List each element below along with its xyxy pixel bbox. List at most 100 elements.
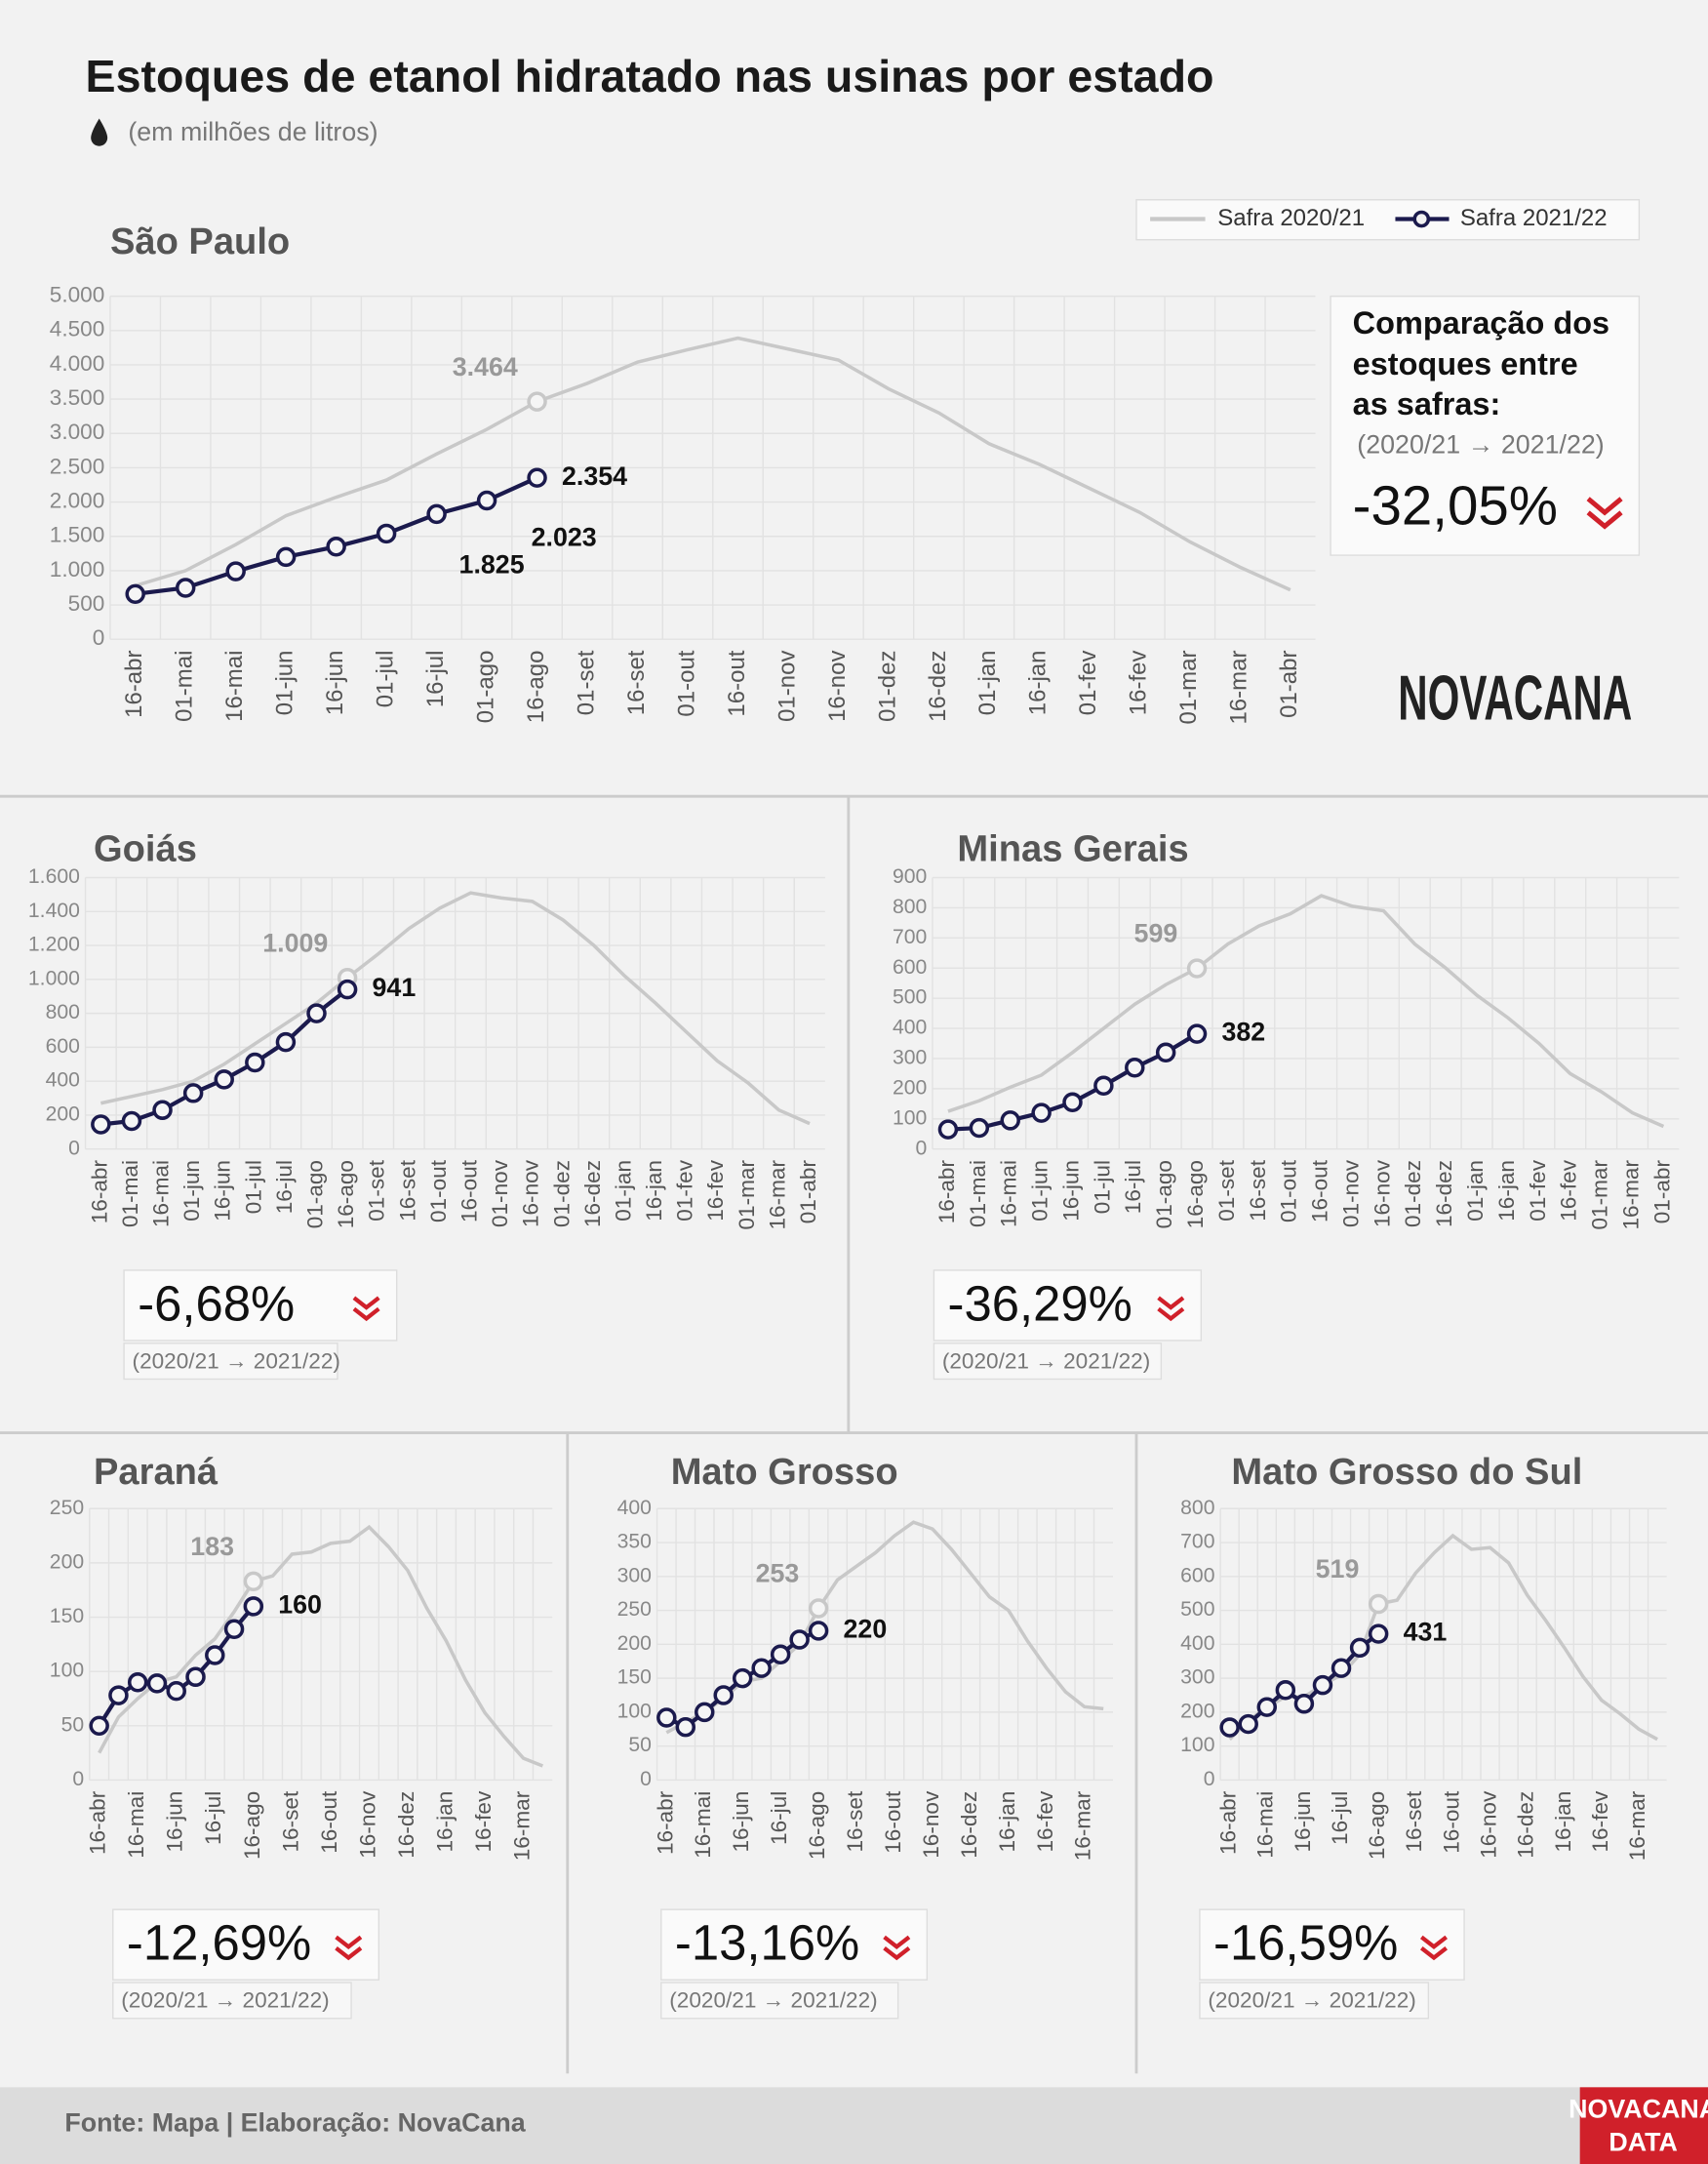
point-marker xyxy=(376,523,397,544)
source: Fonte: Mapa | Elaboração: NovaCana xyxy=(64,2108,526,2138)
point-marker xyxy=(1256,1697,1278,1717)
comparison-period: (2020/21 → 2021/22) xyxy=(1357,430,1604,460)
point-marker xyxy=(152,1100,173,1120)
x-tick-label: 16-out xyxy=(317,1790,341,1854)
x-tick-label: 16-jul xyxy=(1121,1160,1145,1214)
y-tick-label: 50 xyxy=(61,1713,85,1736)
point-marker xyxy=(808,1598,829,1619)
x-tick-label: 16-mar xyxy=(1618,1160,1643,1230)
y-tick-label: 250 xyxy=(50,1497,84,1519)
y-tick-label: 1.500 xyxy=(50,523,105,547)
x-tick-label: 01-nov xyxy=(774,651,800,722)
x-tick-label: 16-mai xyxy=(691,1791,715,1859)
point-marker xyxy=(1331,1658,1352,1678)
series-line xyxy=(135,336,1291,592)
point-marker xyxy=(1186,958,1208,979)
comparison-title: estoques entre xyxy=(1353,346,1578,381)
y-tick-label: 500 xyxy=(68,591,105,616)
value-label: 183 xyxy=(190,1532,234,1561)
point-marker xyxy=(1312,1674,1333,1696)
y-tick-label: 0 xyxy=(1204,1768,1215,1790)
x-tick-label: 16-mar xyxy=(1071,1790,1095,1861)
x-tick-label: 01-dez xyxy=(874,651,900,722)
x-tick-label: 16-fev xyxy=(1557,1159,1581,1221)
y-tick-label: 700 xyxy=(1180,1531,1214,1553)
point-marker xyxy=(969,1117,990,1139)
point-marker xyxy=(1349,1637,1370,1659)
comparison-period: (2020/21 → 2021/22) xyxy=(942,1349,1150,1374)
point-marker xyxy=(732,1667,753,1689)
x-tick-label: 16-out xyxy=(457,1159,481,1222)
point-marker xyxy=(426,503,447,525)
comparison-period: (2020/21 → 2021/22) xyxy=(1208,1988,1415,2013)
comparison-box xyxy=(1199,1908,1465,1981)
comparison-period-box xyxy=(933,1342,1163,1381)
x-tick-label: 16-jan xyxy=(432,1791,457,1853)
x-tick-label: 01-mar xyxy=(1588,1160,1612,1230)
x-tick-label: 01-abr xyxy=(1649,1160,1674,1224)
y-tick-label: 2.500 xyxy=(50,454,105,478)
point-marker xyxy=(326,537,346,557)
y-tick-label: 0 xyxy=(640,1768,652,1790)
legend-marker xyxy=(1412,210,1431,228)
point-marker xyxy=(1275,1680,1296,1701)
comparison-box xyxy=(1330,295,1641,556)
point-marker xyxy=(695,1702,715,1723)
y-tick-label: 200 xyxy=(893,1076,927,1099)
x-tick-label: 16-dez xyxy=(580,1160,605,1227)
title: Estoques de etanol hidratado nas usinas … xyxy=(86,51,1214,101)
x-tick-label: 16-mar xyxy=(1625,1790,1649,1861)
y-tick-label: 4.000 xyxy=(50,351,105,376)
point-marker xyxy=(245,1052,265,1073)
x-tick-label: 16-nov xyxy=(355,1790,379,1859)
y-tick-label: 1.200 xyxy=(28,934,80,956)
comparison-period-box xyxy=(660,1982,899,2020)
y-tick-label: 50 xyxy=(628,1734,652,1756)
y-tick-label: 0 xyxy=(68,1137,80,1159)
x-tick-label: 01-ago xyxy=(1152,1160,1176,1228)
comparison-period-box xyxy=(112,1982,352,2020)
x-tick-label: 16-jan xyxy=(1025,651,1052,716)
y-tick-label: 1.000 xyxy=(50,557,105,581)
chart-title: São Paulo xyxy=(110,220,290,262)
y-tick-label: 150 xyxy=(617,1666,652,1689)
x-tick-label: 01-jul xyxy=(372,651,398,708)
point-marker xyxy=(1125,1058,1145,1078)
value-label: 2.023 xyxy=(532,523,597,552)
x-tick-label: 01-set xyxy=(573,650,599,715)
chart-title: Goiás xyxy=(94,828,197,870)
x-tick-label: 16-abr xyxy=(934,1160,959,1224)
value-label: 382 xyxy=(1221,1018,1265,1047)
value-label: 519 xyxy=(1316,1554,1360,1583)
point-marker xyxy=(1093,1075,1114,1097)
x-tick-label: 16-jan xyxy=(1551,1791,1575,1853)
x-tick-label: 16-out xyxy=(1439,1790,1463,1854)
value-label: 220 xyxy=(844,1615,888,1644)
x-tick-label: 16-ago xyxy=(334,1160,358,1228)
y-tick-label: 4.500 xyxy=(50,317,105,341)
point-marker xyxy=(1186,1023,1208,1044)
y-tick-label: 300 xyxy=(1180,1666,1214,1689)
comparison-title: as safras: xyxy=(1353,386,1501,421)
x-tick-label: 16-nov xyxy=(824,651,851,722)
x-tick-label: 16-jul xyxy=(1328,1791,1352,1845)
footer-band xyxy=(0,2087,1708,2164)
point-marker xyxy=(146,1673,168,1694)
x-tick-label: 16-ago xyxy=(805,1791,829,1860)
x-tick-label: 01-dez xyxy=(549,1160,574,1227)
y-tick-label: 3.000 xyxy=(50,420,105,444)
point-marker xyxy=(675,1716,696,1738)
comparison-change: -36,29% xyxy=(948,1276,1132,1332)
x-tick-label: 01-nov xyxy=(1338,1159,1363,1227)
x-tick-label: 16-set xyxy=(623,650,650,715)
y-tick-label: 400 xyxy=(617,1497,652,1519)
chart-title: Mato Grosso do Sul xyxy=(1231,1451,1582,1493)
point-marker xyxy=(214,1069,234,1090)
x-tick-label: 01-set xyxy=(1214,1159,1239,1221)
y-tick-label: 600 xyxy=(46,1035,80,1058)
point-marker xyxy=(275,546,297,568)
drop-icon xyxy=(91,118,108,146)
point-marker xyxy=(1062,1092,1083,1113)
